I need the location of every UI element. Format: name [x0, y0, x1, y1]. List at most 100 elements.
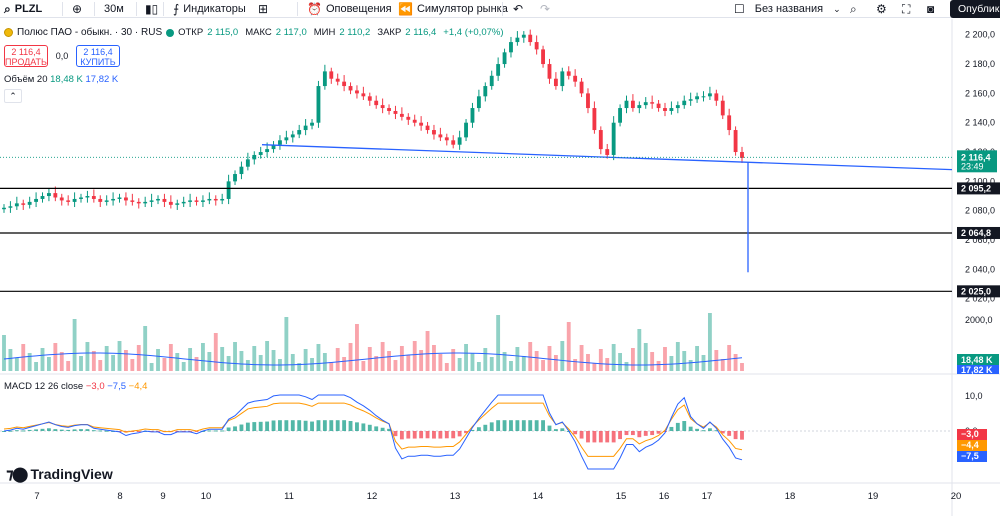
time-tick-label: 20 [951, 491, 962, 502]
toolbar-divider [62, 2, 63, 16]
collapse-legend-button[interactable]: ⌃ [4, 89, 22, 103]
publish-button[interactable]: Опублико [950, 0, 1000, 18]
candle-body [740, 152, 744, 158]
quick-search-button[interactable]: ⌕ [850, 0, 857, 18]
settings-button[interactable]: ⚙ [876, 0, 887, 18]
candle-body [675, 105, 680, 109]
candle [643, 97, 648, 109]
grid-icon: ⊞ [258, 2, 269, 16]
templates-button[interactable]: ⊞ [258, 0, 268, 18]
chart-canvas[interactable]: 2 200,02 180,02 160,02 140,02 120,02 100… [0, 19, 1000, 516]
candle [329, 67, 334, 84]
volume-bar [85, 342, 90, 371]
tradingview-logo[interactable]: ⁊⬤ TradingView [6, 465, 113, 483]
macd-hist-bar [438, 431, 443, 439]
sell-button[interactable]: 2 116,4 ПРОДАТЬ [4, 45, 48, 67]
candle [297, 124, 302, 139]
candle [489, 70, 494, 90]
candle [72, 192, 77, 208]
undo-button[interactable]: ↶ [513, 0, 523, 18]
candle [688, 92, 693, 106]
candle-body [611, 122, 616, 155]
volume-bar [509, 361, 513, 371]
macd-hist-bar [624, 431, 629, 436]
macd-hist-bar [2, 431, 6, 432]
candle-body [335, 78, 340, 82]
macd-hist-bar [611, 431, 616, 443]
candle-body [451, 140, 456, 145]
series-title[interactable]: Полюс ПАО - обыкн. · 30 · RUS [17, 27, 163, 38]
candle [91, 189, 96, 203]
candle [310, 119, 314, 130]
macd-hist-bar [695, 428, 700, 431]
sell-price: 2 116,4 [11, 47, 41, 57]
candle [168, 195, 173, 209]
candle [156, 195, 160, 205]
alerts-button[interactable]: ⏰ Оповещения [307, 0, 392, 18]
candle-body [387, 108, 391, 111]
candle [149, 193, 154, 208]
macd-hist-bar [393, 431, 398, 437]
chart-type-button[interactable]: ▮▯ [145, 0, 158, 18]
volume-bar [14, 358, 19, 371]
volume-label[interactable]: Объём 20 [4, 74, 48, 85]
interval-button[interactable]: 30м [104, 0, 124, 18]
series-legend: Полюс ПАО - обыкн. · 30 · RUS ОТКР 2 115,… [4, 27, 507, 38]
macd-hist-bar [714, 430, 719, 432]
search-icon: ⌕ [4, 2, 11, 16]
snapshot-button[interactable]: ◙ [927, 0, 934, 18]
redo-button[interactable]: ↷ [540, 0, 550, 18]
volume-bar [611, 344, 616, 371]
macd-hist-bar [290, 420, 295, 431]
macd-hist-bar [284, 420, 289, 431]
volume-bar [457, 358, 462, 371]
tradingview-mark-icon: ⁊⬤ [6, 466, 28, 483]
macd-hist-bar [374, 426, 379, 431]
macd-hist-bar [419, 431, 424, 439]
candle [290, 130, 295, 143]
macd-hist-bar [586, 431, 590, 443]
volume-bar [156, 349, 160, 371]
macd-hist-bar [130, 431, 135, 432]
candle [316, 80, 321, 128]
buy-button[interactable]: 2 116,4 КУПИТЬ [76, 45, 120, 67]
candle-body [59, 197, 64, 201]
candle-body [618, 108, 622, 123]
top-toolbar: ⌕ PLZL ⊕ 30м ▮▯ ⨍ Индикаторы ⊞ ⏰ Оповеще… [0, 0, 1000, 18]
macd-hist-bar [451, 431, 456, 439]
volume-bar [412, 341, 417, 371]
macd-hist-bar [53, 429, 58, 431]
volume-bar [40, 348, 45, 371]
candle [284, 130, 289, 144]
symbol-search-button[interactable]: ⌕ PLZL [4, 0, 42, 18]
fullscreen-icon: ⛶ [902, 2, 911, 16]
macd-hist-bar [656, 431, 661, 434]
candle-body [637, 105, 642, 109]
macd-hist-bar [380, 427, 385, 431]
candle [412, 114, 417, 127]
candle-body [117, 197, 122, 199]
compare-button[interactable]: ⊕ [72, 0, 82, 18]
candle-body [457, 137, 462, 145]
layout-button[interactable]: ☐ Без названия ⌄ [734, 0, 841, 18]
candle-body [412, 119, 417, 123]
volume-bar [707, 313, 712, 371]
candle-body [502, 52, 507, 65]
replay-button[interactable]: ⏪ Симулятор рынка [398, 0, 508, 18]
volume-bar [290, 354, 295, 371]
macd-label[interactable]: MACD 12 26 close [4, 381, 84, 392]
volume-bar [258, 355, 263, 371]
camera-icon: ◙ [927, 2, 935, 16]
macd-hist-bar [720, 431, 725, 434]
candle [342, 75, 347, 92]
indicators-button[interactable]: ⨍ Индикаторы [173, 0, 246, 18]
volume-bar [46, 357, 51, 371]
volume-bar [618, 353, 622, 371]
chart-area[interactable]: 2 200,02 180,02 160,02 140,02 120,02 100… [0, 19, 1000, 516]
macd-hist-bar [361, 423, 366, 431]
candle-body [579, 81, 584, 94]
fullscreen-button[interactable]: ⛶ [902, 0, 910, 18]
macd-hist-bar [34, 429, 39, 431]
macd-hist-bar [104, 430, 109, 432]
candle-body [329, 71, 334, 79]
